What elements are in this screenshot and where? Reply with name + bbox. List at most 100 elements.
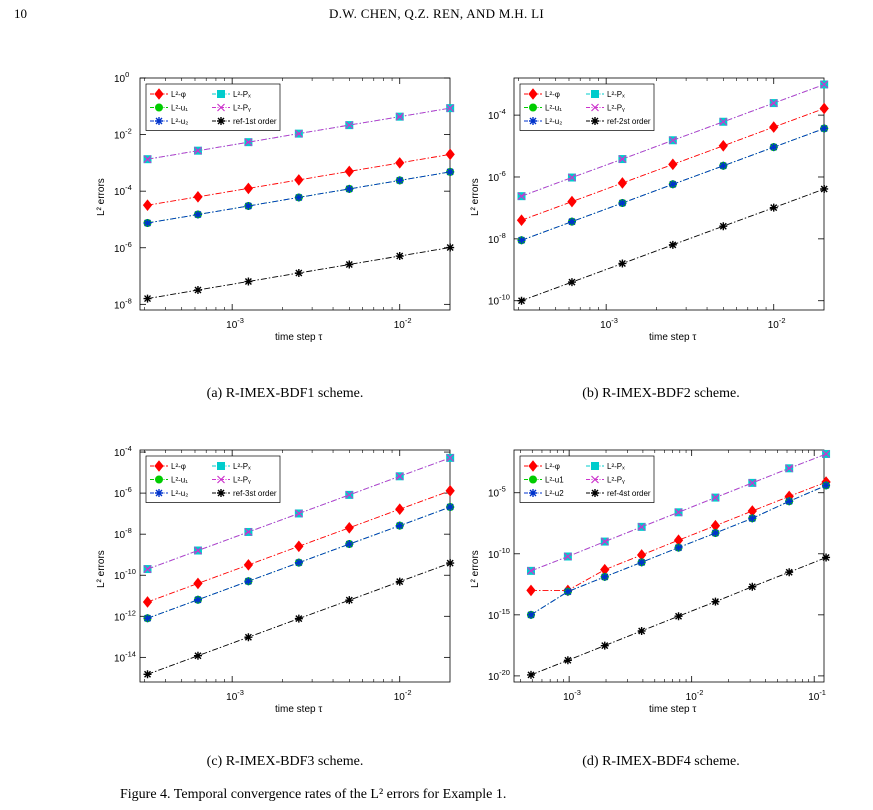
legend-label: ref-1st order bbox=[233, 117, 277, 126]
data-point bbox=[668, 180, 677, 189]
data-point bbox=[674, 612, 683, 621]
legend-marker bbox=[217, 117, 225, 125]
legend: L²-φ L²-Pₓ L²-u₁ L²-Pᵧ L²-u₂ ref-2st order bbox=[519, 83, 655, 131]
legend-marker bbox=[155, 489, 163, 497]
data-point bbox=[294, 614, 303, 623]
data-point bbox=[769, 121, 779, 133]
legend-label: L²-φ bbox=[545, 90, 560, 99]
figure-caption-text: Figure 4. Temporal convergence rates of … bbox=[120, 787, 507, 802]
legend: L²-φ L²-Pₓ L²-u₁ L²-Pᵧ L²-u₂ ref-3st order bbox=[145, 455, 281, 503]
data-point bbox=[345, 596, 354, 605]
legend-label: L²-u₁ bbox=[171, 104, 188, 113]
plot-b: 10-3 10-2 10-10 10-8 10-6 10-4 time step τ L² e… bbox=[470, 77, 829, 343]
data-point bbox=[748, 478, 757, 487]
data-point bbox=[294, 540, 304, 553]
legend: L²-φ L²-Pₓ L²-u1 L²-Pᵧ L²-u2 ref-4st order bbox=[519, 455, 655, 503]
data-point bbox=[243, 182, 254, 195]
data-point bbox=[517, 192, 526, 201]
legend-label: L²-Pᵧ bbox=[607, 104, 625, 113]
data-point bbox=[244, 138, 253, 147]
data-point bbox=[143, 294, 152, 303]
data-point bbox=[718, 139, 728, 152]
data-point bbox=[618, 259, 627, 268]
data-point bbox=[446, 243, 455, 252]
data-point bbox=[567, 278, 576, 287]
legend-label: L²-u₂ bbox=[545, 117, 562, 126]
data-point bbox=[748, 582, 757, 591]
y-tick-label: 10-10 bbox=[488, 546, 510, 561]
y-tick-label: 10-12 bbox=[114, 608, 136, 623]
data-point bbox=[785, 568, 794, 577]
data-point bbox=[244, 201, 253, 210]
data-point bbox=[719, 222, 728, 231]
x-axis-label: time step τ bbox=[275, 704, 322, 715]
data-point bbox=[445, 484, 455, 497]
y-tick-label: 10-8 bbox=[488, 231, 506, 246]
legend-marker bbox=[154, 460, 164, 472]
legend-marker bbox=[591, 117, 599, 125]
y-tick-label: 100 bbox=[114, 70, 129, 85]
legend: L²-φ L²-Pₓ L²-u₁ L²-Pᵧ L²-u₂ ref-1st order bbox=[145, 83, 281, 131]
data-point bbox=[446, 559, 455, 568]
series-ref bbox=[526, 553, 831, 679]
data-point bbox=[345, 540, 354, 549]
data-point bbox=[563, 552, 572, 561]
legend-label: ref-3st order bbox=[233, 489, 277, 498]
data-point bbox=[395, 252, 404, 261]
data-point bbox=[674, 543, 683, 552]
legend-label: L²-Pₓ bbox=[607, 462, 625, 471]
data-point bbox=[294, 174, 304, 186]
caption-a: (a) R-IMEX-BDF1 scheme. bbox=[206, 386, 364, 401]
series-Py bbox=[527, 450, 830, 575]
data-point bbox=[446, 167, 455, 176]
data-point bbox=[193, 595, 202, 604]
data-point bbox=[668, 240, 677, 249]
legend-marker bbox=[154, 88, 164, 100]
legend-marker bbox=[217, 489, 225, 497]
legend-marker bbox=[591, 475, 599, 484]
x-tick-label: 10-3 bbox=[563, 688, 581, 703]
data-point bbox=[294, 558, 303, 567]
data-point bbox=[294, 129, 303, 138]
y-tick-label: 10-10 bbox=[488, 293, 510, 308]
data-point bbox=[446, 104, 455, 113]
data-point bbox=[345, 121, 354, 130]
data-point bbox=[142, 199, 153, 211]
running-head: D.W. CHEN, Q.Z. REN, AND M.H. LI bbox=[329, 6, 544, 21]
x-tick-label: 10-2 bbox=[686, 688, 704, 703]
data-point bbox=[345, 260, 354, 269]
data-point bbox=[193, 191, 203, 203]
legend-marker bbox=[528, 88, 538, 100]
data-point bbox=[294, 193, 303, 202]
x-tick-label: 10-3 bbox=[226, 688, 244, 703]
data-point bbox=[600, 537, 609, 546]
data-point bbox=[618, 199, 627, 208]
data-point bbox=[668, 136, 677, 145]
y-tick-label: 10-6 bbox=[114, 240, 132, 255]
data-point bbox=[618, 155, 627, 163]
plot-d: 10-3 10-2 10-1 10-20 10-15 10-10 10-5 time step… bbox=[470, 449, 831, 715]
data-point bbox=[194, 146, 202, 155]
data-point bbox=[769, 99, 778, 108]
data-point bbox=[244, 528, 253, 536]
y-tick-label: 10-20 bbox=[488, 668, 510, 683]
data-point bbox=[143, 670, 152, 679]
series-phi bbox=[142, 484, 455, 608]
data-point bbox=[674, 508, 683, 517]
legend-label: L²-φ bbox=[171, 90, 186, 99]
series-Py bbox=[143, 453, 455, 573]
data-point bbox=[711, 597, 720, 606]
data-point bbox=[446, 503, 455, 512]
data-point bbox=[719, 117, 728, 126]
data-point bbox=[711, 529, 720, 538]
data-point bbox=[563, 656, 572, 665]
legend-label: L²-φ bbox=[171, 462, 186, 471]
page-number: 10 bbox=[14, 6, 27, 21]
y-tick-label: 10-15 bbox=[488, 607, 510, 622]
data-point bbox=[819, 102, 829, 115]
y-tick-label: 10-4 bbox=[114, 183, 132, 198]
data-point bbox=[517, 236, 526, 245]
legend-marker bbox=[217, 103, 225, 112]
data-point bbox=[769, 203, 778, 212]
series-Py bbox=[517, 80, 829, 201]
